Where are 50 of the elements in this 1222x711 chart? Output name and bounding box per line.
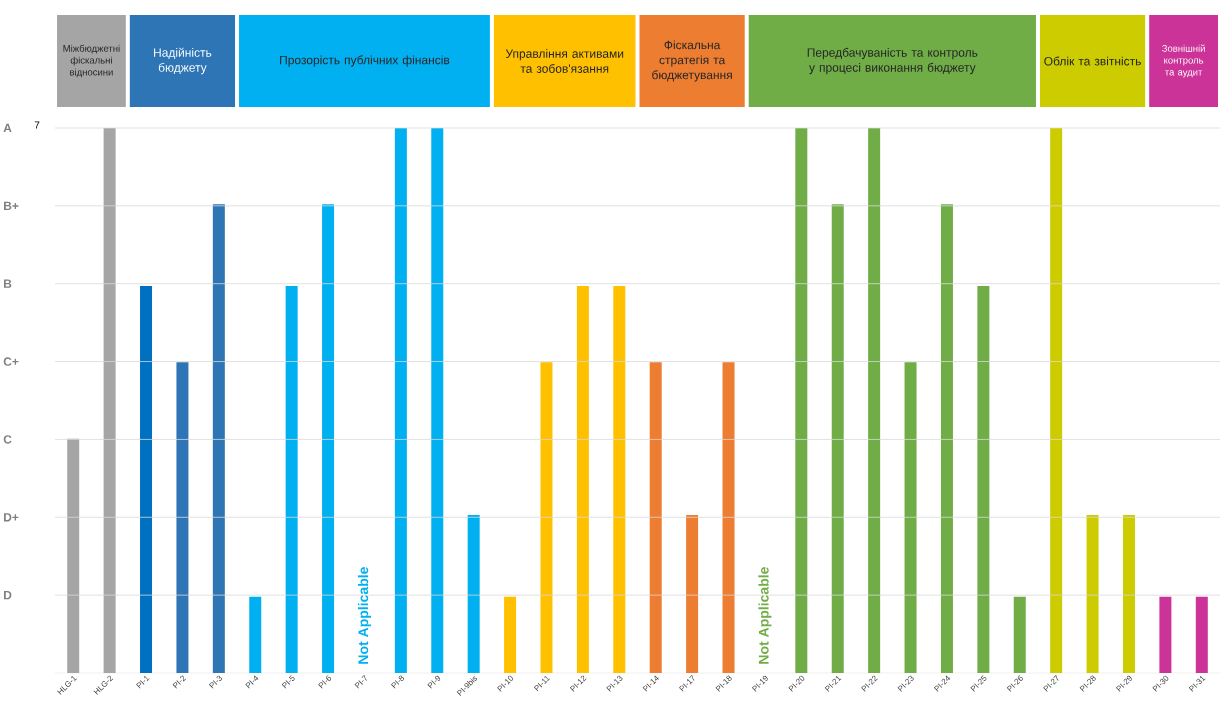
- bar: [285, 286, 298, 673]
- annotation: Not Applicable: [357, 567, 371, 664]
- bar: [212, 204, 225, 673]
- bar: [722, 362, 735, 673]
- text: B: [4, 279, 12, 288]
- bar: [940, 204, 953, 673]
- bar: [831, 204, 844, 673]
- bar: [576, 286, 589, 673]
- bar: [1013, 596, 1026, 673]
- category-label: Прозорість публічних фінансів: [280, 55, 450, 67]
- bar: [67, 438, 80, 673]
- bar: [1122, 514, 1135, 673]
- bar: [394, 127, 407, 673]
- text: D+: [4, 513, 19, 522]
- text: C: [3, 435, 12, 444]
- bar: [103, 127, 116, 673]
- annotation: Not Applicable: [758, 567, 772, 664]
- bar: [1050, 127, 1063, 673]
- bar: [904, 362, 917, 673]
- bar: [504, 596, 517, 673]
- text: B+: [4, 201, 19, 210]
- bar: [1195, 596, 1208, 673]
- x-tick-label: PI-9: [427, 675, 441, 689]
- category-label: Зовнішній контроль та аудит: [1162, 44, 1205, 78]
- bar: [249, 596, 262, 673]
- category-label: Фіскальна стратегія та бюджетування: [652, 40, 732, 82]
- bar: [140, 286, 153, 673]
- bar: [649, 362, 662, 673]
- bar: [540, 362, 553, 673]
- bar: [613, 286, 626, 673]
- bar: [868, 127, 881, 673]
- text: 7: [34, 121, 40, 129]
- category-label: Передбачуваність та контроль у процесі виконання бюджету: [807, 47, 978, 75]
- text: D: [4, 591, 12, 600]
- text: C+: [3, 357, 19, 366]
- category-label: Управління активами та зобов'язання: [505, 49, 624, 73]
- text: A: [3, 123, 12, 133]
- bar: [1159, 596, 1172, 673]
- x-tick-label: PI-1: [136, 675, 150, 689]
- bar: [431, 127, 444, 673]
- bar: [977, 286, 990, 673]
- bar: [1086, 514, 1099, 673]
- category-label: Облік та звітність: [1044, 56, 1141, 66]
- bar: [795, 127, 808, 673]
- bar: [176, 362, 189, 673]
- category-label: Міжбюджетні фіскальні відносини: [63, 44, 120, 78]
- bar: [322, 204, 335, 673]
- bar: [467, 514, 480, 673]
- bar: [686, 514, 699, 673]
- category-label: Надійність бюджету: [154, 47, 212, 75]
